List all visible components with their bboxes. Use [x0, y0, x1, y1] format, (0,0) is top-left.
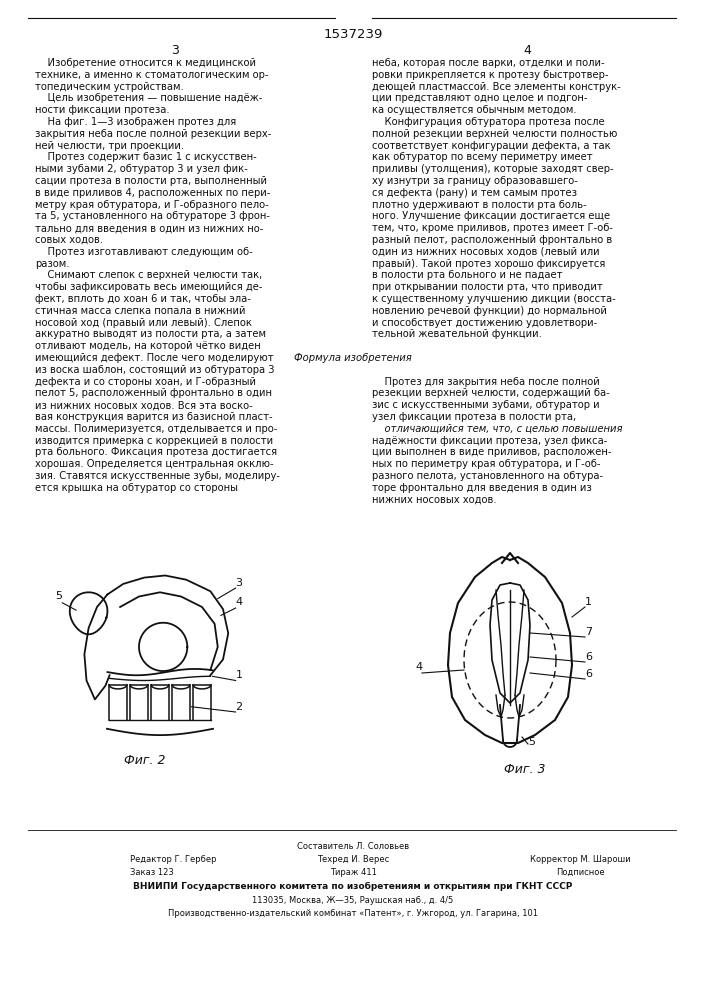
Text: На фиг. 1—3 изображен протез для: На фиг. 1—3 изображен протез для — [35, 117, 236, 127]
Text: Протез изготавливают следующим об-: Протез изготавливают следующим об- — [35, 247, 252, 257]
Text: массы. Полимеризуется, отделывается и про-: массы. Полимеризуется, отделывается и пр… — [35, 424, 277, 434]
Text: и способствует достижению удовлетвори-: и способствует достижению удовлетвори- — [372, 318, 597, 328]
Text: сации протеза в полости рта, выполненный: сации протеза в полости рта, выполненный — [35, 176, 267, 186]
Text: разного пелота, установленного на обтура-: разного пелота, установленного на обтура… — [372, 471, 603, 481]
Text: 2: 2 — [235, 702, 243, 712]
Text: нижних носовых ходов.: нижних носовых ходов. — [372, 495, 496, 505]
Text: Формула изобретения: Формула изобретения — [294, 353, 412, 363]
Text: пелот 5, расположенный фронтально в один: пелот 5, расположенный фронтально в один — [35, 388, 272, 398]
Text: правый). Такой протез хорошо фиксируется: правый). Такой протез хорошо фиксируется — [372, 259, 605, 269]
Text: ВНИИПИ Государственного комитета по изобретениям и открытиям при ГКНТ СССР: ВНИИПИ Государственного комитета по изоб… — [134, 882, 573, 891]
Text: 5: 5 — [528, 737, 535, 747]
Text: изводится примерка с коррекцией в полости: изводится примерка с коррекцией в полост… — [35, 436, 273, 446]
Text: ху изнутри за границу образовавшего-: ху изнутри за границу образовавшего- — [372, 176, 578, 186]
Text: Фиг. 2: Фиг. 2 — [124, 754, 165, 767]
Text: ных по периметру края обтуратора, и Г-об-: ных по периметру края обтуратора, и Г-об… — [372, 459, 600, 469]
Text: в виде приливов 4, расположенных по пери-: в виде приливов 4, расположенных по пери… — [35, 188, 270, 198]
Text: приливы (утолщения), которые заходят свер-: приливы (утолщения), которые заходят све… — [372, 164, 614, 174]
Text: 3: 3 — [171, 44, 179, 57]
Text: 5: 5 — [55, 591, 62, 601]
Text: топедическим устройствам.: топедическим устройствам. — [35, 82, 184, 92]
Text: 1: 1 — [235, 670, 243, 680]
Text: имеющийся дефект. После чего моделируют: имеющийся дефект. После чего моделируют — [35, 353, 274, 363]
Text: ции выполнен в виде приливов, расположен-: ции выполнен в виде приливов, расположен… — [372, 447, 612, 457]
Text: соответствует конфигурации дефекта, а так: соответствует конфигурации дефекта, а та… — [372, 141, 611, 151]
Text: та 5, установленного на обтураторе 3 фрон-: та 5, установленного на обтураторе 3 фро… — [35, 211, 270, 221]
Text: резекции верхней челюсти, содержащий ба-: резекции верхней челюсти, содержащий ба- — [372, 388, 609, 398]
Text: Производственно-издательский комбинат «Патент», г. Ужгород, ул. Гагарина, 101: Производственно-издательский комбинат «П… — [168, 909, 538, 918]
Text: ции представляют одно целое и подгон-: ции представляют одно целое и подгон- — [372, 93, 588, 103]
Text: чтобы зафиксировать весь имеющийся де-: чтобы зафиксировать весь имеющийся де- — [35, 282, 262, 292]
Text: Протез содержит базис 1 с искусствен-: Протез содержит базис 1 с искусствен- — [35, 152, 257, 162]
Text: Составитель Л. Соловьев: Составитель Л. Соловьев — [297, 842, 409, 851]
Text: Протез для закрытия неба после полной: Протез для закрытия неба после полной — [372, 377, 600, 387]
Text: стичная масса слепка попала в нижний: стичная масса слепка попала в нижний — [35, 306, 245, 316]
Text: торе фронтально для введения в один из: торе фронтально для введения в один из — [372, 483, 592, 493]
Text: Тираж 411: Тираж 411 — [329, 868, 376, 877]
Text: 4: 4 — [523, 44, 531, 57]
Text: хорошая. Определяется центральная окклю-: хорошая. Определяется центральная окклю- — [35, 459, 274, 469]
Text: отливают модель, на которой чётко виден: отливают модель, на которой чётко виден — [35, 341, 261, 351]
Text: зис с искусственными зубами, обтуратор и: зис с искусственными зубами, обтуратор и — [372, 400, 600, 410]
Text: Фиг. 3: Фиг. 3 — [504, 763, 546, 776]
Text: новлению речевой функции) до нормальной: новлению речевой функции) до нормальной — [372, 306, 607, 316]
Text: 1537239: 1537239 — [323, 28, 382, 41]
Text: надёжности фиксации протеза, узел фикса-: надёжности фиксации протеза, узел фикса- — [372, 436, 607, 446]
Text: один из нижних носовых ходов (левый или: один из нижних носовых ходов (левый или — [372, 247, 600, 257]
Text: разный пелот, расположенный фронтально в: разный пелот, расположенный фронтально в — [372, 235, 612, 245]
Text: в полости рта больного и не падает: в полости рта больного и не падает — [372, 270, 563, 280]
Text: тельной жевательной функции.: тельной жевательной функции. — [372, 329, 542, 339]
Text: вая конструкция варится из базисной пласт-: вая конструкция варится из базисной плас… — [35, 412, 273, 422]
Text: 3: 3 — [235, 578, 243, 588]
Text: 6: 6 — [585, 669, 592, 679]
Text: закрытия неба после полной резекции верх-: закрытия неба после полной резекции верх… — [35, 129, 271, 139]
Text: совых ходов.: совых ходов. — [35, 235, 103, 245]
Text: носовой ход (правый или левый). Слепок: носовой ход (правый или левый). Слепок — [35, 318, 252, 328]
Text: Изобретение относится к медицинской: Изобретение относится к медицинской — [35, 58, 256, 68]
Text: отличающийся тем, что, с целью повышения: отличающийся тем, что, с целью повышения — [372, 424, 622, 434]
Text: ней челюсти, три проекции.: ней челюсти, три проекции. — [35, 141, 184, 151]
Text: как обтуратор по всему периметру имеет: как обтуратор по всему периметру имеет — [372, 152, 592, 162]
Text: 7: 7 — [585, 627, 592, 637]
Text: дефекта и со стороны хоан, и Г-образный: дефекта и со стороны хоан, и Г-образный — [35, 377, 256, 387]
Text: ности фиксации протеза.: ности фиксации протеза. — [35, 105, 170, 115]
Text: Редактор Г. Гербер: Редактор Г. Гербер — [130, 855, 216, 864]
Text: Корректор М. Шароши: Корректор М. Шароши — [530, 855, 631, 864]
Text: технике, а именно к стоматологическим ор-: технике, а именно к стоматологическим ор… — [35, 70, 269, 80]
Text: тально для введения в один из нижних но-: тально для введения в один из нижних но- — [35, 223, 264, 233]
Text: ного. Улучшение фиксации достигается еще: ного. Улучшение фиксации достигается еще — [372, 211, 610, 221]
Text: Заказ 123: Заказ 123 — [130, 868, 174, 877]
Text: Снимают слепок с верхней челюсти так,: Снимают слепок с верхней челюсти так, — [35, 270, 262, 280]
Text: неба, которая после варки, отделки и поли-: неба, которая после варки, отделки и пол… — [372, 58, 604, 68]
Text: рта больного. Фиксация протеза достигается: рта больного. Фиксация протеза достигает… — [35, 447, 277, 457]
Text: к существенному улучшению дикции (восста-: к существенному улучшению дикции (восста… — [372, 294, 616, 304]
Text: плотно удерживают в полости рта боль-: плотно удерживают в полости рта боль- — [372, 200, 587, 210]
Text: Цель изобретения — повышение надёж-: Цель изобретения — повышение надёж- — [35, 93, 262, 103]
Text: аккуратно выводят из полости рта, а затем: аккуратно выводят из полости рта, а зате… — [35, 329, 266, 339]
Text: из воска шаблон, состоящий из обтуратора 3: из воска шаблон, состоящий из обтуратора… — [35, 365, 274, 375]
Text: из нижних носовых ходов. Вся эта воско-: из нижних носовых ходов. Вся эта воско- — [35, 400, 252, 410]
Text: метру края обтуратора, и Г-образного пело-: метру края обтуратора, и Г-образного пел… — [35, 200, 269, 210]
Text: 4: 4 — [415, 662, 422, 672]
Text: полной резекции верхней челюсти полностью: полной резекции верхней челюсти полность… — [372, 129, 617, 139]
Text: ка осуществляется обычным методом.: ка осуществляется обычным методом. — [372, 105, 577, 115]
Text: 1: 1 — [585, 597, 592, 607]
Text: узел фиксации протеза в полости рта,: узел фиксации протеза в полости рта, — [372, 412, 576, 422]
Text: ся дефекта (рану) и тем самым протез: ся дефекта (рану) и тем самым протез — [372, 188, 577, 198]
Text: 6: 6 — [585, 652, 592, 662]
Text: Подписное: Подписное — [556, 868, 604, 877]
Text: деющей пластмассой. Все элементы конструк-: деющей пластмассой. Все элементы констру… — [372, 82, 621, 92]
Text: ными зубами 2, обтуратор 3 и узел фик-: ными зубами 2, обтуратор 3 и узел фик- — [35, 164, 247, 174]
Text: ется крышка на обтуратор со стороны: ется крышка на обтуратор со стороны — [35, 483, 238, 493]
Text: при открывании полости рта, что приводит: при открывании полости рта, что приводит — [372, 282, 603, 292]
Text: тем, что, кроме приливов, протез имеет Г-об-: тем, что, кроме приливов, протез имеет Г… — [372, 223, 613, 233]
Text: Техред И. Верес: Техред И. Верес — [317, 855, 389, 864]
Text: Конфигурация обтуратора протеза после: Конфигурация обтуратора протеза после — [372, 117, 604, 127]
Text: зия. Ставятся искусственные зубы, моделиру-: зия. Ставятся искусственные зубы, модели… — [35, 471, 280, 481]
Text: ровки прикрепляется к протезу быстротвер-: ровки прикрепляется к протезу быстротвер… — [372, 70, 609, 80]
Text: 113035, Москва, Ж—35, Раушская наб., д. 4/5: 113035, Москва, Ж—35, Раушская наб., д. … — [252, 896, 454, 905]
Text: 4: 4 — [235, 597, 243, 607]
Text: фект, вплоть до хоан 6 и так, чтобы эла-: фект, вплоть до хоан 6 и так, чтобы эла- — [35, 294, 251, 304]
Text: разом.: разом. — [35, 259, 69, 269]
